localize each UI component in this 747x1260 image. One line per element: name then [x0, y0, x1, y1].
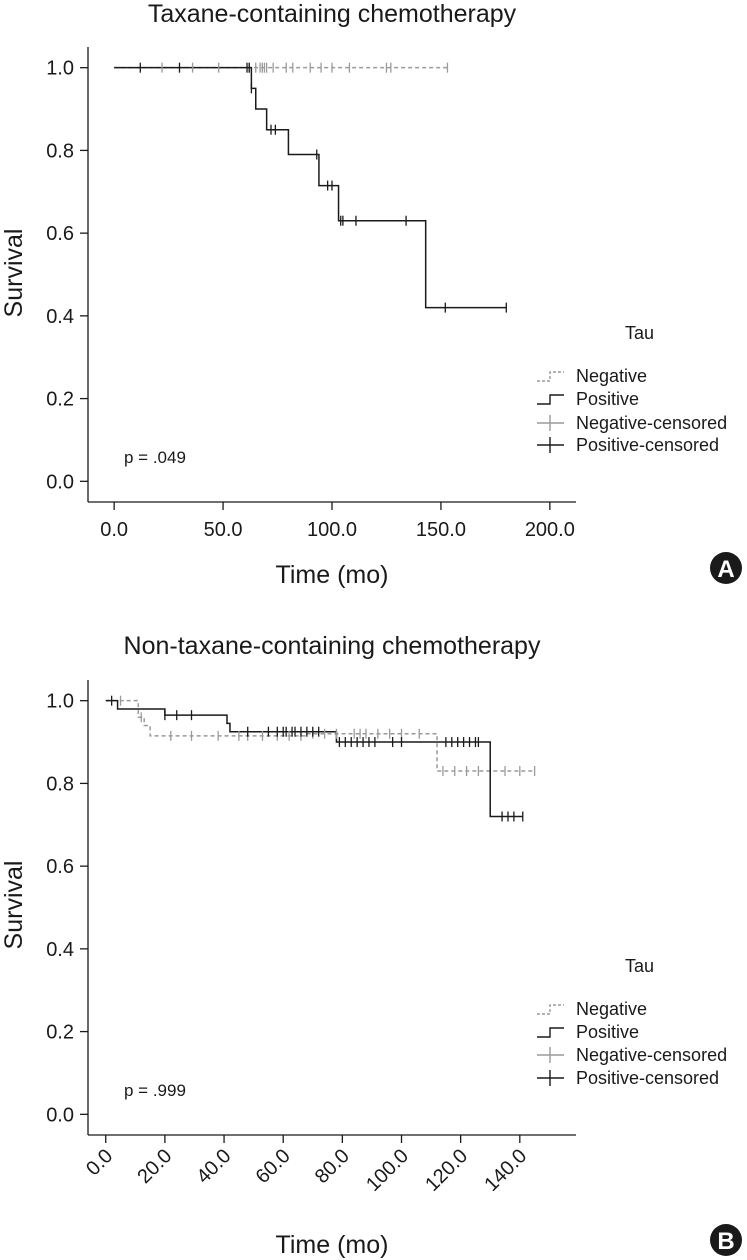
- panel-a-badge: A: [710, 552, 742, 584]
- y-tick-label: 0.2: [46, 1022, 74, 1044]
- y-tick-label: 0.4: [46, 939, 74, 961]
- legend-label-positive: Positive: [576, 389, 639, 409]
- legend-label-negative-censored: Negative-censored: [576, 413, 727, 433]
- panel-a-x-ticks: 0.0 50.0 100.0 150.0 200.0: [100, 502, 575, 541]
- legend-item-positive: Positive: [537, 389, 639, 409]
- legend-swatch-negative-censored: [537, 1047, 564, 1063]
- panel-a-x-axis-label: Time (mo): [276, 561, 389, 589]
- panel-b-p-value: p = .999: [124, 1081, 186, 1100]
- panel-b-legend: Tau Negative Positive Negative-censored …: [537, 956, 727, 1088]
- y-tick-label: 0.8: [46, 140, 74, 162]
- y-tick-label: 0.6: [46, 856, 74, 878]
- panel-a-plot-area: [114, 62, 507, 313]
- y-tick-label: 0.2: [46, 389, 74, 411]
- panel-b-badge: B: [710, 1224, 742, 1256]
- panel-b-plot-area: [105, 695, 536, 822]
- panel-b-y-axis-label: Survival: [0, 861, 28, 950]
- legend-label-positive: Positive: [576, 1022, 639, 1042]
- legend-label-negative: Negative: [576, 999, 647, 1019]
- legend-title: Tau: [625, 323, 654, 343]
- y-tick-label: 0.0: [46, 1104, 74, 1126]
- legend-item-negative: Negative: [537, 366, 647, 386]
- panel-a: Taxane-containing chemotherapy Survival …: [0, 0, 742, 589]
- panel-a-legend: Tau Negative Positive Negative-censored …: [537, 323, 727, 455]
- x-tick-label: 200.0: [525, 519, 575, 541]
- legend-label-negative-censored: Negative-censored: [576, 1045, 727, 1065]
- y-tick-label: 1.0: [46, 691, 74, 713]
- panel-a-p-value: p = .049: [124, 448, 186, 467]
- legend-swatch-positive-censored: [537, 1070, 564, 1086]
- x-tick-label: 0.0: [82, 1145, 117, 1180]
- x-tick-label: 100.0: [362, 1145, 413, 1196]
- legend-item-negative: Negative: [537, 999, 647, 1019]
- panel-b-axes: [87, 680, 576, 1136]
- y-tick-label: 0.6: [46, 223, 74, 245]
- panel-b-x-ticks: 0.0 20.0 40.0 60.0 80.0 100.0 120.0 140.0: [82, 1135, 531, 1196]
- legend-item-positive-censored: Positive-censored: [537, 435, 719, 455]
- panel-a-badge-label: A: [717, 556, 734, 583]
- legend-swatch-positive: [537, 394, 564, 405]
- x-tick-label: 0.0: [100, 519, 128, 541]
- curve-positive: [105, 699, 523, 818]
- panel-b-title: Non-taxane-containing chemotherapy: [124, 632, 541, 660]
- x-tick-label: 140.0: [480, 1145, 531, 1196]
- curve-positive: [114, 66, 507, 309]
- legend-swatch-negative-censored: [537, 415, 564, 431]
- legend-item-positive-censored: Positive-censored: [537, 1068, 719, 1088]
- legend-label-positive-censored: Positive-censored: [576, 1068, 719, 1088]
- legend-item-negative-censored: Negative-censored: [537, 413, 727, 433]
- x-tick-label: 40.0: [192, 1145, 235, 1188]
- x-tick-label: 150.0: [416, 519, 466, 541]
- x-tick-label: 100.0: [307, 519, 357, 541]
- panel-b-y-ticks: 0.0 0.2 0.4 0.6 0.8 1.0: [46, 691, 88, 1126]
- x-tick-label: 50.0: [204, 519, 243, 541]
- y-tick-label: 1.0: [46, 58, 74, 80]
- legend-label-positive-censored: Positive-censored: [576, 435, 719, 455]
- x-tick-label: 120.0: [421, 1145, 472, 1196]
- legend-swatch-positive: [537, 1027, 564, 1038]
- legend-item-positive: Positive: [537, 1022, 639, 1042]
- panel-b-badge-label: B: [717, 1228, 734, 1255]
- panel-b: Non-taxane-containing chemotherapy Survi…: [0, 632, 742, 1259]
- legend-title: Tau: [625, 956, 654, 976]
- y-tick-label: 0.4: [46, 306, 74, 328]
- y-tick-label: 0.8: [46, 773, 74, 795]
- x-tick-label: 80.0: [311, 1145, 354, 1188]
- legend-swatch-positive-censored: [537, 437, 564, 453]
- legend-swatch-negative: [537, 1004, 564, 1015]
- legend-label-negative: Negative: [576, 366, 647, 386]
- x-tick-label: 60.0: [252, 1145, 295, 1188]
- panel-a-y-ticks: 0.0 0.2 0.4 0.6 0.8 1.0: [46, 58, 88, 493]
- x-tick-label: 20.0: [133, 1145, 176, 1188]
- panel-a-axes: [87, 47, 576, 503]
- panel-a-y-axis-label: Survival: [0, 229, 28, 318]
- panel-b-x-axis-label: Time (mo): [276, 1231, 389, 1259]
- legend-swatch-negative: [537, 371, 564, 382]
- panel-a-title: Taxane-containing chemotherapy: [148, 0, 517, 28]
- y-tick-label: 0.0: [46, 471, 74, 493]
- legend-item-negative-censored: Negative-censored: [537, 1045, 727, 1065]
- curve-negative: [105, 699, 535, 772]
